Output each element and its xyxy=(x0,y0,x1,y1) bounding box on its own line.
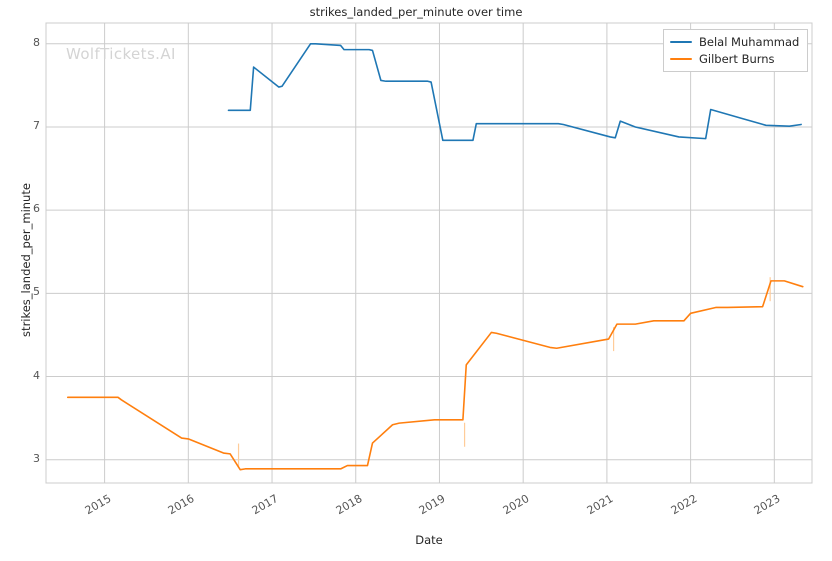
plot-area-background xyxy=(45,22,813,484)
legend-label: Gilbert Burns xyxy=(699,52,775,66)
x-axis-label: Date xyxy=(415,533,443,547)
y-axis-tick-label: 8 xyxy=(33,35,40,49)
legend-color-swatch xyxy=(670,58,692,60)
legend-item[interactable]: Belal Muhammad xyxy=(670,35,799,49)
y-axis-tick-label: 3 xyxy=(33,451,40,465)
legend-item[interactable]: Gilbert Burns xyxy=(670,52,799,66)
data-series xyxy=(66,43,804,471)
y-axis-ticks: 3 4 5 6 7 8 xyxy=(6,0,40,561)
y-axis-tick-label: 4 xyxy=(33,368,40,382)
y-axis-tick-label: 6 xyxy=(33,202,40,216)
chart-legend: Belal Muhammad Gilbert Burns xyxy=(663,29,809,72)
watermark: WolfTickets.AI xyxy=(66,45,176,63)
series-line xyxy=(227,43,802,142)
y-axis-tick-label: 5 xyxy=(33,285,40,299)
legend-label: Belal Muhammad xyxy=(699,35,800,49)
y-axis-tick-label: 7 xyxy=(33,118,40,132)
legend-color-swatch xyxy=(670,41,692,43)
chart-title: strikes_landed_per_minute over time xyxy=(309,5,523,19)
series-line xyxy=(66,280,804,471)
